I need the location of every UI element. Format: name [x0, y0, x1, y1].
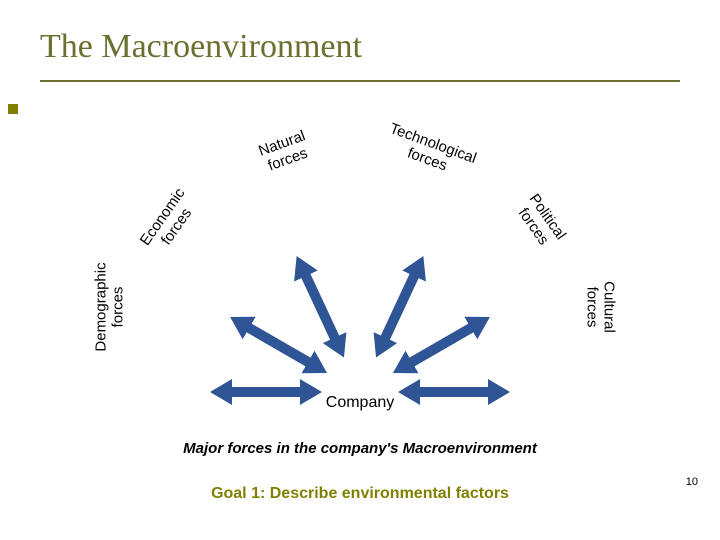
force-arrow	[374, 256, 426, 358]
page-title: The Macroenvironment	[40, 28, 680, 66]
arrows-svg	[0, 92, 720, 422]
macroenvironment-diagram: Company Demographic forcesEconomic force…	[0, 92, 720, 422]
goal-text: Goal 1: Describe environmental factors	[0, 485, 720, 503]
company-label: Company	[326, 394, 394, 412]
force-arrow	[393, 317, 490, 374]
title-area: The Macroenvironment	[0, 0, 720, 74]
force-arrow	[294, 256, 346, 358]
force-label: Demographic forces	[94, 262, 127, 351]
force-arrow	[398, 379, 510, 405]
page-number: 10	[686, 476, 698, 488]
force-arrow	[230, 317, 327, 374]
diagram-caption: Major forces in the company's Macroenvir…	[0, 440, 720, 457]
force-label: Cultural forces	[584, 281, 617, 333]
title-underline	[40, 80, 680, 82]
force-arrow	[210, 379, 322, 405]
